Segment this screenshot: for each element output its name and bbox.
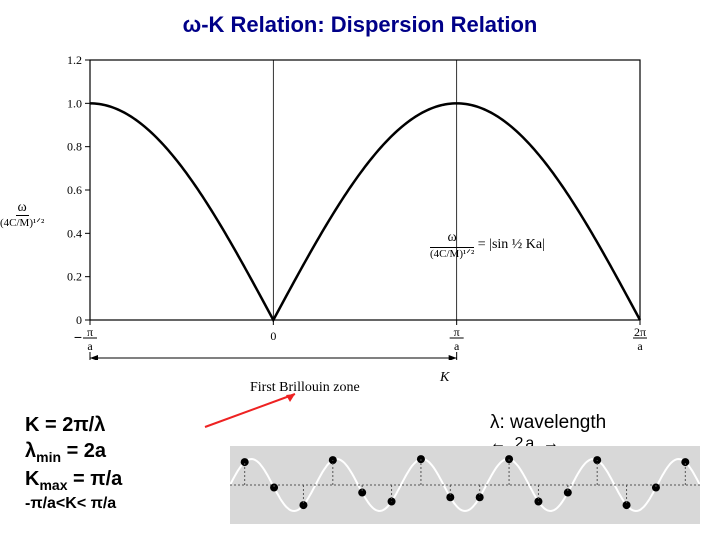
svg-text:−: − [74,329,82,345]
svg-text:1.2: 1.2 [67,53,82,67]
svg-text:0.6: 0.6 [67,183,82,197]
wave-svg [230,446,700,524]
svg-text:1.0: 1.0 [67,96,82,110]
svg-text:0.2: 0.2 [67,270,82,284]
eq-k-max: Kmax = π/a [25,466,122,494]
svg-text:0: 0 [76,313,82,327]
dispersion-svg: 00.20.40.60.81.01.2 πa−0πa2πa [40,50,660,360]
dispersion-formula: ω (4C/M)¹ᐟ² = |sin ½ Ka| [430,230,545,261]
svg-text:π: π [87,325,93,339]
equation-block: K = 2π/λ λmin = 2a Kmax = π/a -π/a<K< π/… [25,412,122,515]
page-title: ω-K Relation: Dispersion Relation [0,12,720,38]
wavelength-label: λ: wavelength [490,412,606,434]
eq-lambda-min: λmin = 2a [25,438,122,466]
eq-k-range: -π/a<K< π/a [25,494,122,515]
red-arrow-annotation [200,392,310,432]
svg-text:0.8: 0.8 [67,140,82,154]
x-ticks: πa−0πa2πa [74,320,647,353]
y-axis-label: ω (4C/M)¹ᐟ² [0,200,44,231]
svg-text:a: a [87,339,93,353]
brillouin-arrows [90,352,457,360]
k-axis-label: K [440,370,449,386]
dispersion-chart: 00.20.40.60.81.01.2 πa−0πa2πa [40,50,660,360]
svg-text:0: 0 [270,329,276,343]
plot-box [90,60,640,320]
svg-text:2π: 2π [634,325,646,339]
y-ticks: 0 0.2 0.4 0.6 0.8 1.0 1.2 [67,53,90,327]
atoms [241,455,690,509]
svg-text:π: π [454,325,460,339]
svg-text:a: a [637,339,643,353]
svg-text:0.4: 0.4 [67,226,82,240]
eq-k-lambda: K = 2π/λ [25,412,122,438]
svg-text:a: a [454,339,460,353]
wave-diagram [230,446,700,524]
